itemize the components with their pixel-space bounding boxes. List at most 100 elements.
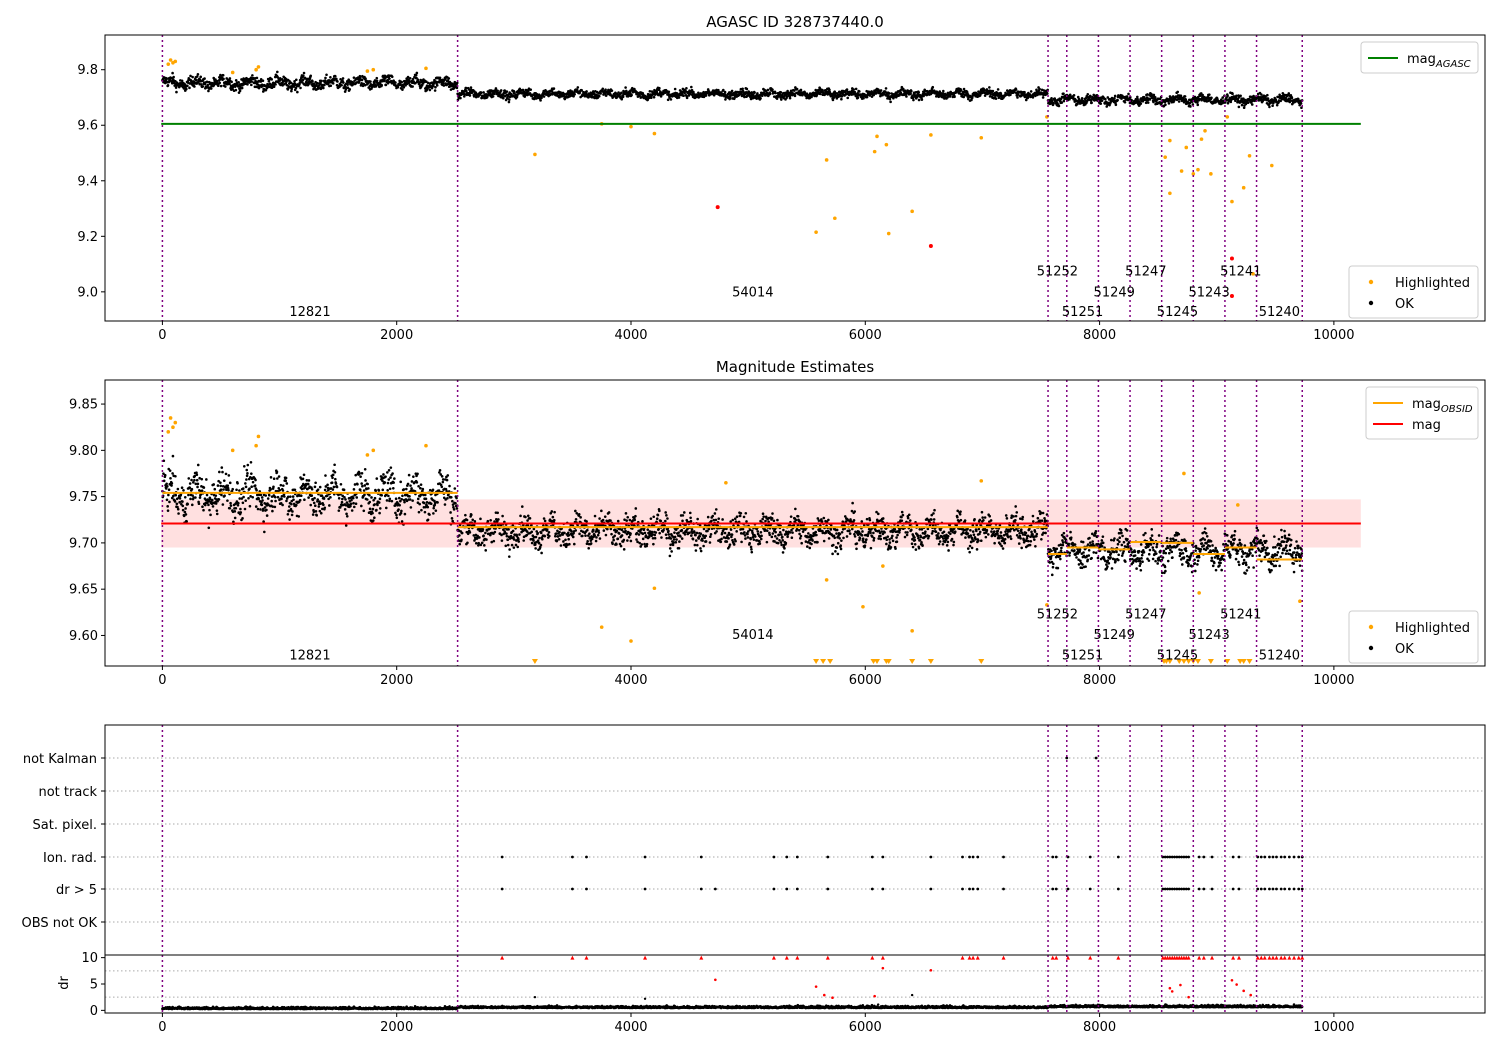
panel1-ok-point (394, 81, 397, 84)
panel2-ok-point (350, 502, 353, 505)
panel2-ok-point (624, 530, 627, 533)
panel1-ok-point (229, 77, 232, 80)
panel2-ok-point (516, 546, 519, 549)
panel1-ok-point (724, 91, 727, 94)
panel1-ok-point (746, 88, 749, 91)
panel2-ok-point (400, 498, 403, 501)
panel2-ok-point (391, 500, 394, 503)
panel1-ok-point (880, 89, 883, 92)
panel2-ok-point (511, 544, 514, 547)
panel2-ok-point (277, 496, 280, 499)
panel2-ok-point (229, 507, 232, 510)
panel2-ok-point (598, 517, 601, 520)
panel1-xtick-label: 6000 (849, 328, 882, 343)
panel2-ok-point (428, 513, 431, 516)
panel1-frame (105, 35, 1485, 321)
panel2-ok-point (673, 538, 676, 541)
panel1-ok-point (668, 90, 671, 93)
panel2-ok-point (250, 461, 253, 464)
panel1-ok-point (256, 77, 259, 80)
panel2-ok-point (688, 532, 691, 535)
panel2-ok-point (626, 539, 629, 542)
panel2-ok-point (376, 504, 379, 507)
panel2-ok-point (255, 489, 258, 492)
panel2-ok-point (446, 474, 449, 477)
panel1-ok-point (630, 94, 633, 97)
panel2-ok-point (205, 478, 208, 481)
panel2-ok-point (184, 507, 187, 510)
panel1-obsid-label: 12821 (289, 305, 330, 320)
panel1-ok-point (320, 80, 323, 83)
panel2-ok-point (420, 483, 423, 486)
panel2-ok-point (375, 477, 378, 480)
panel2-ok-point (689, 516, 692, 519)
panel2-ok-point (455, 497, 458, 500)
panel1-highlighted-point (1209, 172, 1213, 176)
panel2-ok-point (586, 540, 589, 543)
panel2-ok-point (527, 515, 530, 518)
panel2-ok-point (548, 535, 551, 538)
panel2-ok-point (535, 536, 538, 539)
panel2-ok-point (165, 482, 168, 485)
panel1-ok-point (910, 90, 913, 93)
panel1-ok-point (480, 91, 483, 94)
panel2-ok-point (481, 542, 484, 545)
panel2-ok-point (324, 489, 327, 492)
panel2-ok-point (721, 518, 724, 521)
panel1-ok-point (682, 94, 685, 97)
panel1-ok-point (1210, 97, 1213, 100)
panel2-ok-point (578, 513, 581, 516)
panel2-ok-point (734, 540, 737, 543)
panel1-ok-point (1260, 93, 1263, 96)
panel2-ok-point (172, 455, 175, 458)
panel2-ok-point (694, 534, 697, 537)
panel2-ok-point (398, 504, 401, 507)
panel2-ok-point (657, 514, 660, 517)
panel1-ok-point (888, 92, 891, 95)
panel2-ok-point (386, 471, 389, 474)
panel2-ok-point (515, 544, 518, 547)
panel2-ok-point (709, 535, 712, 538)
panel2-ok-point (181, 500, 184, 503)
panel1-ok-point (857, 96, 860, 99)
panel2-ok-point (538, 537, 541, 540)
panel2-ok-point (380, 494, 383, 497)
panel1-ok-point (197, 73, 200, 76)
panel1-ok-point (403, 86, 406, 89)
panel2-ok-point (425, 497, 428, 500)
panel1-ok-point (992, 90, 995, 93)
panel2-ok-point (541, 538, 544, 541)
panel2-ok-point (560, 544, 563, 547)
panel2-ok-point (644, 532, 647, 535)
panel2-ok-point (244, 499, 247, 502)
panel2-ok-point (675, 538, 678, 541)
panel2-ok-point (267, 497, 270, 500)
panel2-ok-point (635, 538, 638, 541)
panel1-ok-point (334, 75, 337, 78)
panel2-ok-point (185, 513, 188, 516)
panel1-ok-point (858, 90, 861, 93)
panel2-ok-point (367, 487, 370, 490)
panel1-ok-point (495, 87, 498, 90)
panel2-ok-point (311, 488, 314, 491)
panel1-title: AGASC ID 328737440.0 (706, 13, 884, 31)
panel2-ok-point (740, 512, 743, 515)
panel2-ok-point (710, 520, 713, 523)
panel1-ok-point (235, 89, 238, 92)
panel2-ok-point (219, 481, 222, 484)
panel1-red-point-group (716, 205, 1234, 298)
panel2-ok-point (223, 494, 226, 497)
panel2-ok-point (353, 506, 356, 509)
panel2-ok-point (650, 517, 653, 520)
panel1-ok-point (172, 76, 175, 79)
panel1-ok-point (1038, 88, 1041, 91)
panel2-ok-point (250, 472, 253, 475)
panel1-ok-point (329, 84, 332, 87)
panel2-ok-point (313, 502, 316, 505)
panel2-ok-point (259, 508, 262, 511)
panel1-obsid-label: 51251 (1062, 305, 1103, 320)
panel1-ok-point (1176, 91, 1179, 94)
panel2-ok-point (242, 501, 245, 504)
panel2-ok-point (359, 489, 362, 492)
panel2-ok-point (440, 485, 443, 488)
